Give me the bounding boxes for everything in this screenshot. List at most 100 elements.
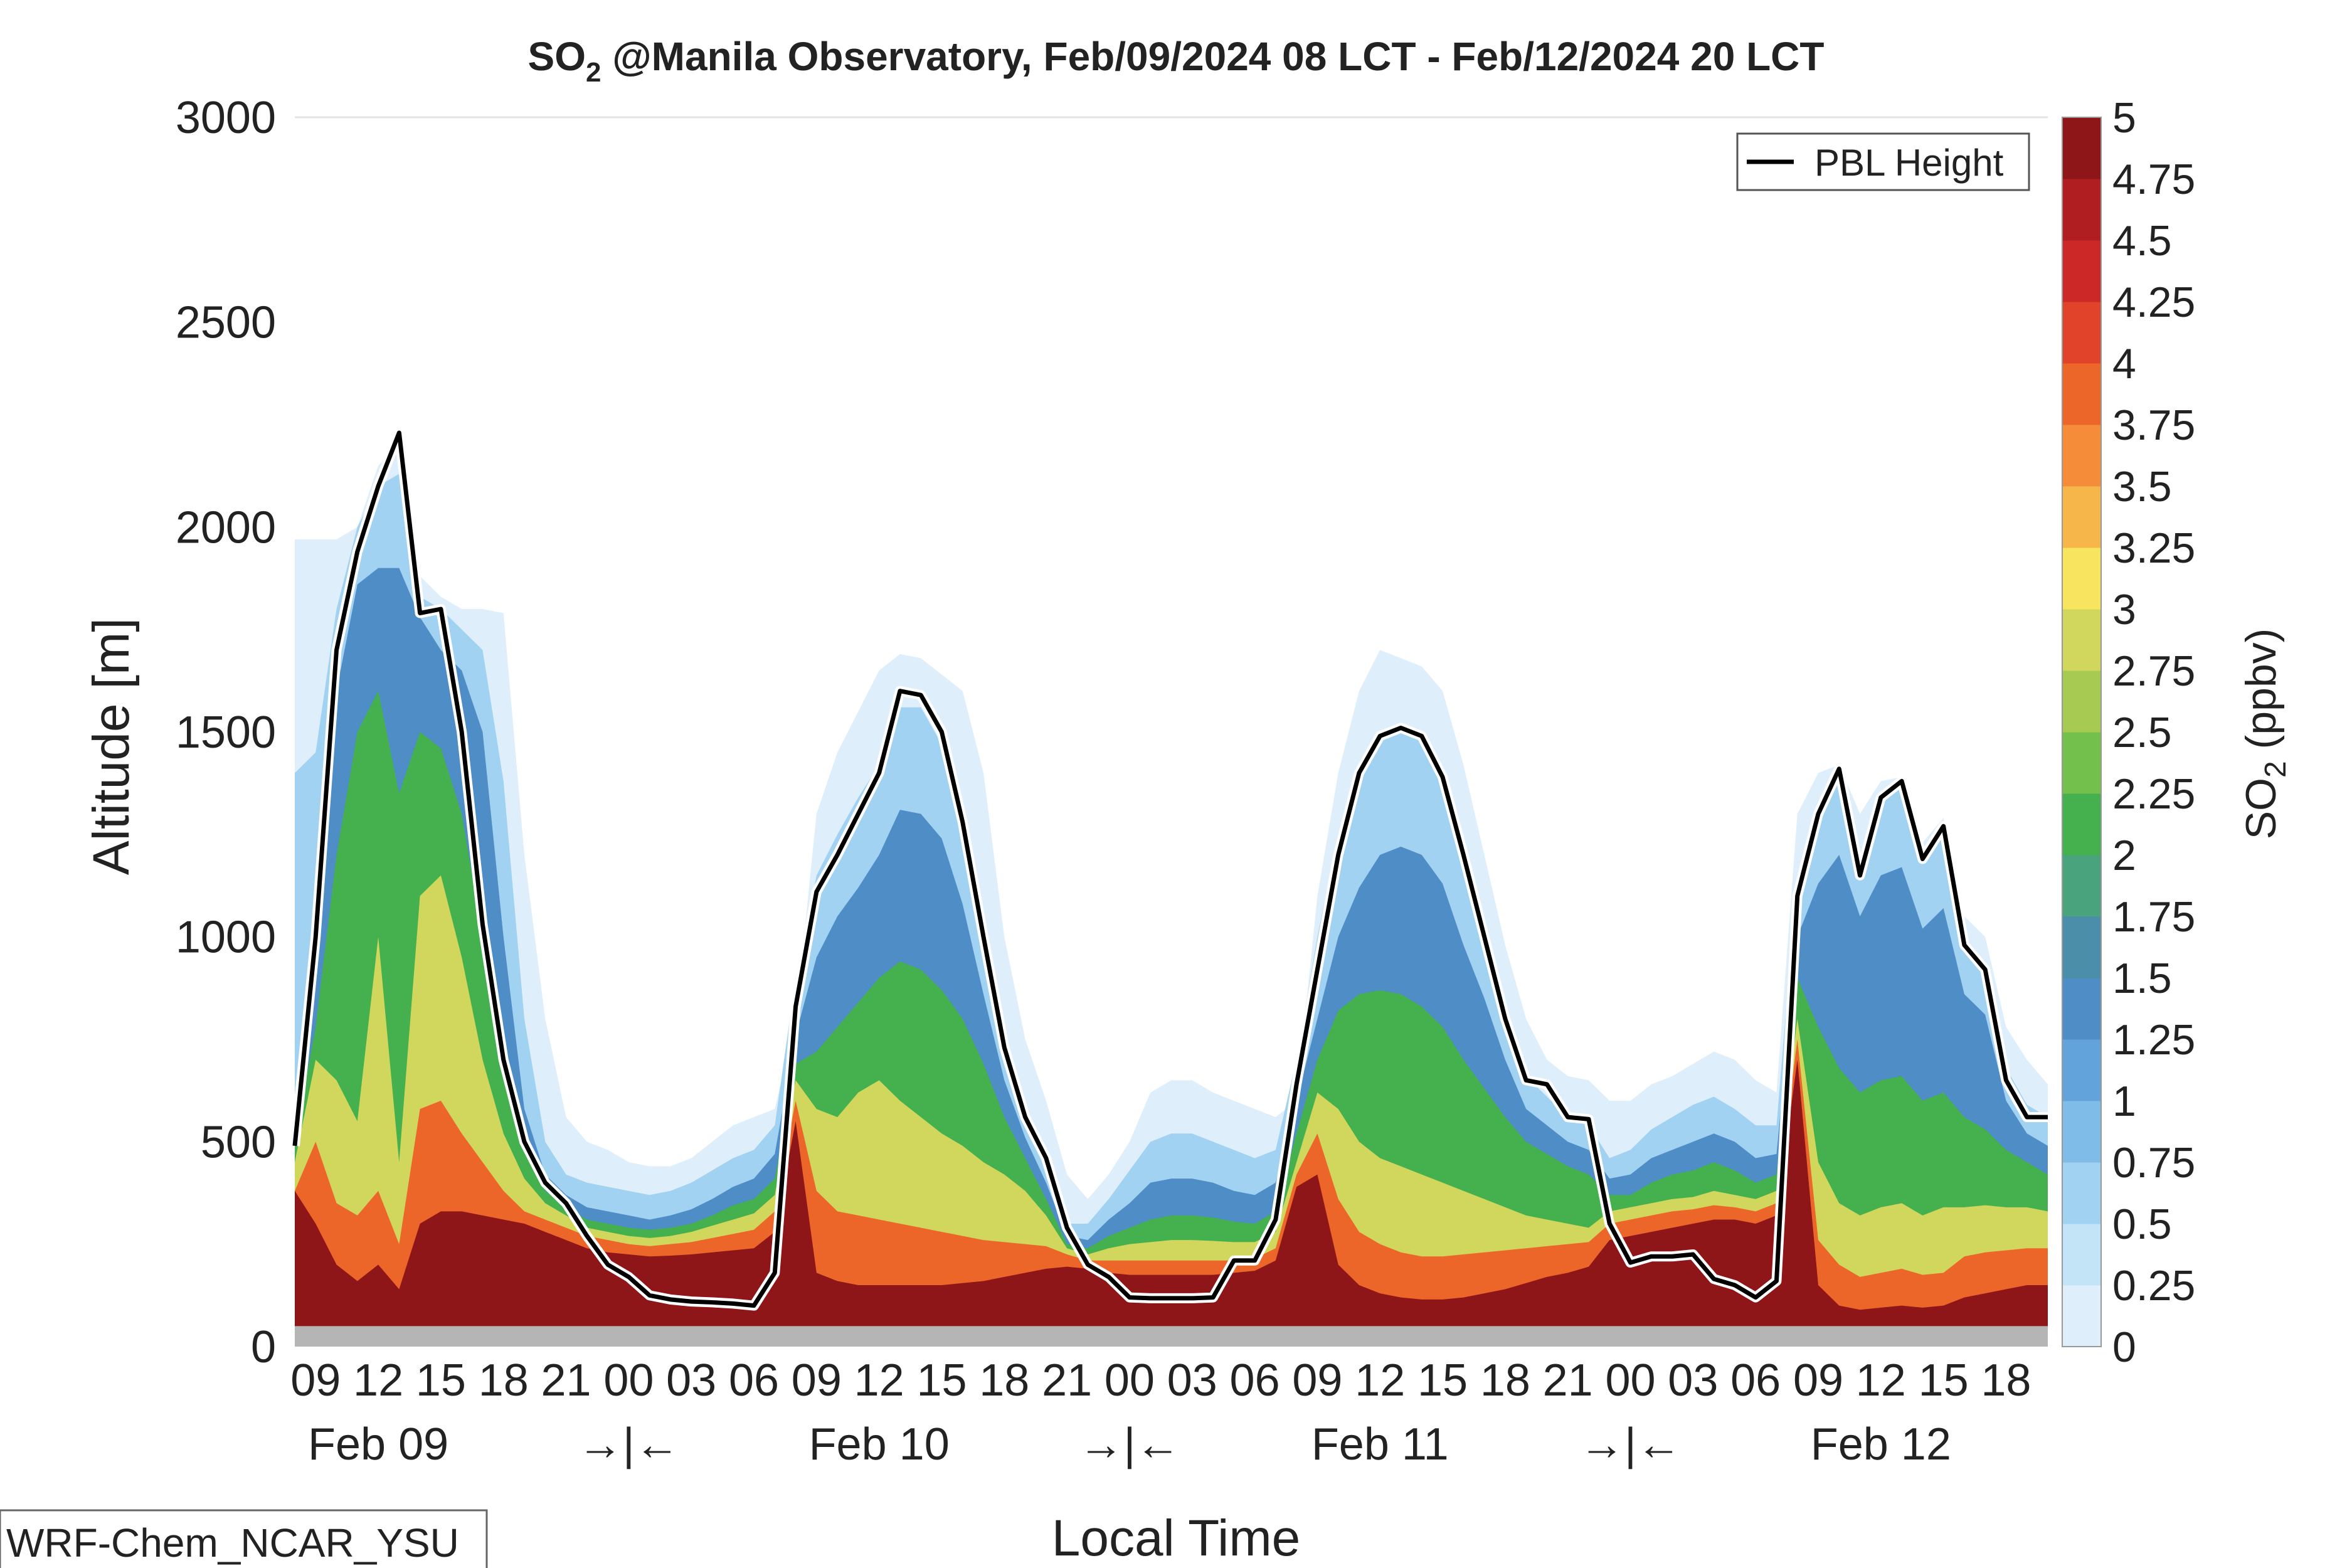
x-tick-label: 18 (1981, 1355, 2031, 1406)
x-day-label: →|← (1579, 1419, 1682, 1470)
x-tick-label: 03 (1167, 1355, 1217, 1406)
colorbar-segment (2062, 117, 2101, 179)
colorbar-segment (2062, 855, 2101, 917)
x-day-label: →|← (578, 1419, 680, 1470)
x-tick-label: 21 (541, 1355, 591, 1406)
x-tick-label: 06 (729, 1355, 779, 1406)
colorbar-tick-label: 3 (2112, 586, 2136, 633)
colorbar-tick-label: 0.75 (2112, 1139, 2195, 1187)
x-tick-label: 00 (603, 1355, 654, 1406)
colorbar-tick-label: 5 (2112, 94, 2136, 142)
model-label-box: WRF-Chem_NCAR_YSU (0, 1509, 488, 1568)
x-day-label: Feb 10 (809, 1419, 950, 1470)
legend: PBL Height (1736, 132, 2030, 191)
x-day-label: Feb 12 (1811, 1419, 1951, 1470)
x-tick-label: 12 (854, 1355, 904, 1406)
colorbar-segment (2062, 1224, 2101, 1286)
x-tick-label: 21 (1042, 1355, 1092, 1406)
x-tick-label: 09 (1793, 1355, 1843, 1406)
x-tick-label: 15 (916, 1355, 967, 1406)
x-tick-label: 00 (1104, 1355, 1155, 1406)
y-axis-label: Altitude [m] (83, 618, 140, 875)
x-tick-label: 15 (1417, 1355, 1468, 1406)
colorbar-segment (2062, 793, 2101, 856)
colorbar: 0 0.25 0.5 0.75 1 1.25 1.5 1.75 2 2.25 2.5 2.75 3 3.2… (2062, 94, 2292, 1371)
colorbar-segment (2062, 1285, 2101, 1347)
x-day-label: →|← (1079, 1419, 1181, 1470)
colorbar-segment (2062, 1101, 2101, 1163)
so2-layer-0_25 (295, 445, 2048, 1347)
x-tick-label: 09 (792, 1355, 842, 1406)
x-tick-label: 06 (1730, 1355, 1781, 1406)
colorbar-tick-label: 4 (2112, 340, 2136, 388)
x-tick-label: 18 (479, 1355, 529, 1406)
colorbar-tick-label: 0.5 (2112, 1200, 2172, 1248)
colorbar-tick-label: 0.25 (2112, 1262, 2195, 1310)
colorbar-label: SO2 (ppbv) (2237, 628, 2292, 840)
x-day-label: Feb 09 (308, 1419, 448, 1470)
so2-layer-5 (295, 1059, 2048, 1347)
colorbar-tick-label: 1.25 (2112, 1016, 2195, 1064)
colorbar-tick-label: 4.75 (2112, 156, 2195, 203)
y-tick-label: 500 (201, 1117, 276, 1167)
colorbar-segment (2062, 1162, 2101, 1224)
colorbar-label-rest: (ppbv) (2237, 628, 2285, 761)
colorbar-segment (2062, 732, 2101, 794)
x-tick-label: 09 (290, 1355, 341, 1406)
colorbar-tick-label: 3.5 (2112, 463, 2172, 511)
x-tick-label: 03 (1668, 1355, 1718, 1406)
colorbar-tick-label: 3.75 (2112, 401, 2195, 449)
y-tick-label: 3000 (176, 93, 276, 143)
colorbar-frame (2062, 117, 2102, 1347)
x-tick-label: 21 (1543, 1355, 1593, 1406)
colorbar-segment (2062, 1039, 2101, 1101)
ground-band (295, 1326, 2048, 1347)
x-tick-label: 12 (353, 1355, 403, 1406)
x-tick-label: 12 (1856, 1355, 1906, 1406)
title-rest: @Manila Observatory, Feb/09/2024 08 LCT … (601, 34, 1824, 79)
x-tick-label: 18 (1480, 1355, 1530, 1406)
colorbar-segment (2062, 240, 2101, 302)
colorbar-segment (2062, 609, 2101, 671)
x-tick-label: 15 (416, 1355, 466, 1406)
colorbar-tick-label: 2.75 (2112, 647, 2195, 695)
colorbar-tick-label: 1 (2112, 1078, 2136, 1125)
y-tick-label: 2500 (176, 298, 276, 348)
colorbar-segment (2062, 486, 2101, 548)
colorbar-label-main: SO (2237, 778, 2285, 839)
colorbar-tick-label: 3.25 (2112, 524, 2195, 572)
x-tick-label: 09 (1292, 1355, 1342, 1406)
x-tick-label: 00 (1605, 1355, 1655, 1406)
x-tick-label: 15 (1919, 1355, 1969, 1406)
colorbar-segment (2062, 670, 2101, 733)
y-tick-label: 2000 (176, 502, 276, 553)
title-species-subscript: 2 (586, 57, 601, 88)
colorbar-tick-label: 2.5 (2112, 709, 2172, 756)
colorbar-tick-label: 4.25 (2112, 278, 2195, 326)
colorbar-segment (2062, 179, 2101, 241)
x-tick-label: 03 (666, 1355, 716, 1406)
x-axis-label: Local Time (1052, 1510, 1301, 1567)
colorbar-segment (2062, 302, 2101, 364)
colorbar-tick-label: 4.5 (2112, 217, 2172, 265)
pbl-height-line-group (290, 428, 2048, 1311)
x-tick-label: 06 (1230, 1355, 1280, 1406)
y-tick-label: 1000 (176, 913, 276, 963)
colorbar-tick-label: 1.75 (2112, 893, 2195, 941)
colorbar-segment (2062, 916, 2101, 978)
colorbar-segment (2062, 425, 2101, 487)
colorbar-label-sub: 2 (2259, 761, 2292, 778)
colorbar-segment (2062, 548, 2101, 610)
colorbar-tick-label: 0 (2112, 1323, 2136, 1371)
colorbar-segment (2062, 978, 2101, 1040)
y-tick-label: 1500 (176, 707, 276, 758)
x-day-label: Feb 11 (1311, 1419, 1449, 1470)
colorbar-segment (2062, 363, 2101, 425)
y-tick-label: 0 (251, 1322, 276, 1372)
x-tick-label: 18 (979, 1355, 1029, 1406)
colorbar-tick-label: 2 (2112, 832, 2136, 879)
title-species: SO (528, 34, 586, 79)
